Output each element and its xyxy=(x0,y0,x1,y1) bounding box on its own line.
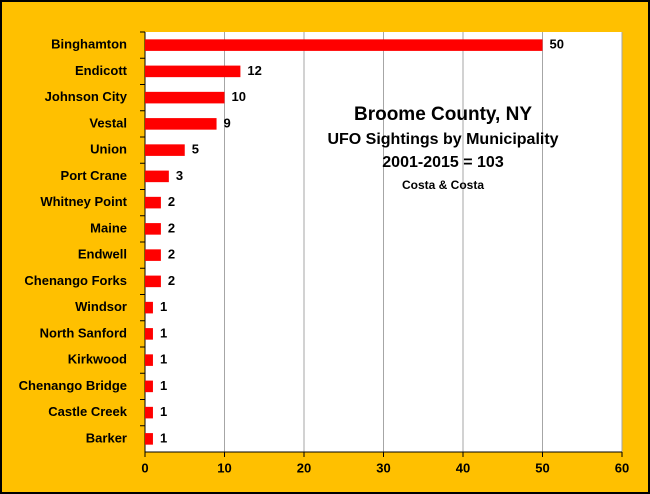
y-tick-label: Maine xyxy=(90,220,127,235)
bar xyxy=(145,433,153,445)
x-tick-label: 60 xyxy=(615,460,629,475)
bar xyxy=(145,275,161,288)
y-tick-label: Binghamton xyxy=(51,37,127,52)
bar xyxy=(145,39,543,51)
data-label: 1 xyxy=(160,325,167,340)
bar xyxy=(145,249,161,261)
data-label: 5 xyxy=(192,142,199,157)
x-tick-label: 50 xyxy=(535,460,549,475)
y-tick-label: Whitney Point xyxy=(40,194,127,209)
data-label: 9 xyxy=(224,115,231,130)
y-tick-label: Port Crane xyxy=(61,168,127,183)
bar xyxy=(145,354,153,366)
annotation: Costa & Costa xyxy=(402,178,484,192)
data-label: 1 xyxy=(160,378,167,393)
y-tick-label: North Sanford xyxy=(40,325,127,340)
chart-subtitle: UFO Sightings by Municipality xyxy=(327,131,558,148)
bar xyxy=(145,118,217,130)
y-tick-label: Castle Creek xyxy=(48,404,128,419)
bar xyxy=(145,380,153,393)
x-tick-label: 0 xyxy=(141,460,148,475)
grid xyxy=(140,31,623,457)
data-label: 10 xyxy=(232,89,246,104)
data-label: 12 xyxy=(247,63,261,78)
bar xyxy=(145,301,153,314)
bar xyxy=(145,223,161,235)
bar xyxy=(145,406,153,419)
data-label: 1 xyxy=(160,404,167,419)
y-tick-label: Endicott xyxy=(75,63,128,78)
annotation: 2001-2015 = 103 xyxy=(382,154,504,171)
x-tick-label: 10 xyxy=(217,460,231,475)
y-tick-label: Chenango Forks xyxy=(24,273,127,288)
y-tick-label: Johnson City xyxy=(45,89,128,104)
y-tick-label: Endwell xyxy=(78,247,127,262)
data-label: 1 xyxy=(160,299,167,314)
data-label: 2 xyxy=(168,247,175,262)
bar xyxy=(145,144,185,156)
y-tick-label: Union xyxy=(90,142,127,157)
y-tick-label: Windsor xyxy=(75,299,127,314)
x-tick-label: 20 xyxy=(297,460,311,475)
bar xyxy=(145,91,225,104)
x-tick-label: 40 xyxy=(456,460,470,475)
data-label: 2 xyxy=(168,194,175,209)
data-label: 1 xyxy=(160,352,167,367)
chart-title: Broome County, NY xyxy=(354,104,532,125)
x-tick-label: 30 xyxy=(376,460,390,475)
data-label: 3 xyxy=(176,168,183,183)
bar xyxy=(145,170,169,183)
data-label: 50 xyxy=(550,37,564,52)
bar xyxy=(145,328,153,340)
y-tick-label: Kirkwood xyxy=(68,352,127,367)
y-tick-label: Chenango Bridge xyxy=(19,378,127,393)
bar xyxy=(145,196,161,209)
y-tick-label: Barker xyxy=(86,430,127,445)
data-label: 2 xyxy=(168,273,175,288)
y-tick-label: Vestal xyxy=(89,115,127,130)
bar xyxy=(145,65,241,78)
data-label: 1 xyxy=(160,430,167,445)
data-label: 2 xyxy=(168,220,175,235)
